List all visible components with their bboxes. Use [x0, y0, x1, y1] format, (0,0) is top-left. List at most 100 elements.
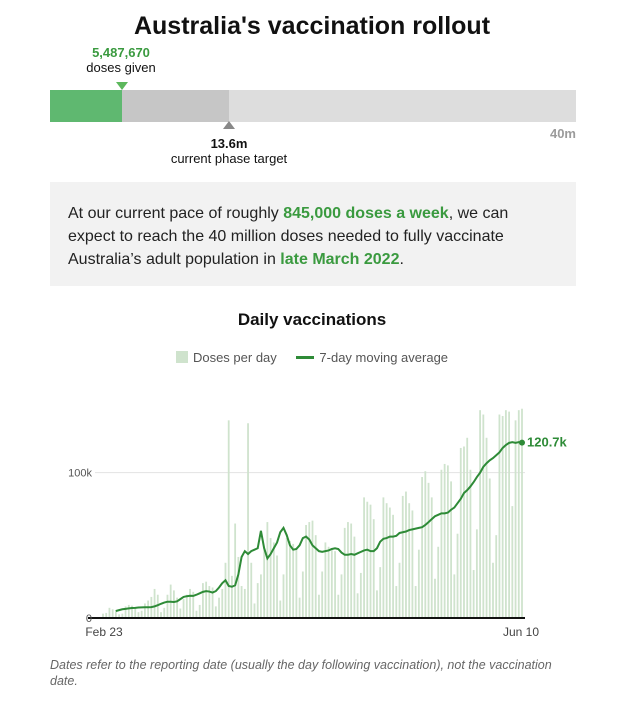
bar-doses-per-day: [108, 607, 111, 618]
bar-doses-per-day: [173, 590, 175, 618]
bar-doses-per-day: [469, 469, 472, 618]
footnote: Dates refer to the reporting date (usual…: [50, 658, 552, 688]
bar-doses-per-day: [437, 546, 440, 618]
bar-doses-per-day: [237, 556, 240, 618]
bar-doses-per-day: [121, 613, 124, 618]
bar-doses-per-day: [440, 469, 443, 618]
progress-bar: [50, 90, 576, 122]
phase-target-value: 13.6m: [210, 136, 248, 151]
page-title: Australia's vaccination rollout: [133, 12, 491, 40]
line-end-point: [519, 439, 525, 446]
bar-doses-per-day: [179, 608, 182, 618]
bar-doses-per-day: [376, 590, 378, 618]
bar-doses-per-day: [147, 600, 150, 618]
bar-doses-per-day: [163, 607, 166, 618]
bar-doses-per-day: [430, 497, 433, 618]
bar-doses-per-day: [495, 535, 498, 618]
legend-line-label: 7-day moving average: [319, 350, 449, 365]
pace-info-box: At our current pace of roughly 845,000 d…: [50, 182, 576, 286]
bar-doses-per-day: [185, 594, 188, 618]
bar-doses-per-day: [166, 594, 169, 618]
bar-doses-per-day: [372, 519, 375, 618]
bar-doses-per-day: [269, 538, 272, 618]
bar-doses-per-day: [153, 588, 156, 618]
bar-doses-per-day: [363, 497, 365, 618]
bar-doses-per-day: [385, 503, 388, 618]
bar-doses-per-day: [292, 543, 295, 618]
bar-doses-per-day: [189, 588, 191, 618]
bar-doses-per-day: [388, 507, 391, 618]
bar-doses-per-day: [405, 491, 407, 618]
bar-doses-per-day: [127, 604, 130, 618]
x-tick-label-end: Jun 10: [503, 625, 539, 639]
bar-doses-per-day: [453, 574, 456, 618]
bar-doses-per-day: [401, 495, 404, 618]
bar-doses-per-day: [182, 599, 185, 618]
progress-doses-given-fill: [50, 90, 123, 122]
bar-doses-per-day: [308, 522, 311, 618]
bar-doses-per-day: [475, 529, 478, 618]
legend-bar-swatch: [175, 351, 188, 363]
bar-doses-per-day: [318, 594, 320, 618]
bar-doses-per-day: [343, 527, 346, 618]
info-text-1: At our current pace of roughly: [68, 205, 284, 222]
y-tick-label-100k: 100k: [68, 468, 92, 480]
bar-doses-per-day: [398, 562, 401, 618]
legend-line-swatch: [296, 356, 315, 359]
bar-doses-per-day: [498, 414, 501, 618]
legend-item-bars: Doses per day: [175, 350, 277, 365]
info-rate: 845,000 doses a week: [283, 205, 449, 222]
bar-doses-per-day: [395, 586, 398, 618]
bar-doses-per-day: [482, 414, 485, 618]
legend-item-line: 7-day moving average: [296, 350, 448, 365]
bar-doses-per-day: [243, 588, 246, 618]
bar-doses-per-day: [414, 586, 417, 618]
bar-doses-per-day: [379, 567, 382, 618]
info-date: late March 2022: [280, 251, 400, 268]
bar-doses-per-day: [521, 408, 523, 618]
bar-doses-per-day: [504, 410, 507, 618]
bar-doses-per-day: [479, 410, 481, 618]
bar-doses-per-day: [446, 465, 449, 618]
bar-doses-per-day: [272, 542, 275, 618]
bar-doses-per-day: [514, 420, 517, 618]
bar-doses-per-day: [131, 605, 133, 618]
bar-doses-per-day: [321, 571, 324, 618]
bar-doses-per-day: [485, 437, 488, 618]
phase-target-label: current phase target: [170, 151, 288, 166]
bar-doses-per-day: [224, 562, 227, 618]
bar-doses-per-day: [501, 415, 504, 618]
line-7-day-average: [115, 441, 523, 612]
bar-doses-per-day: [330, 548, 333, 618]
bar-doses-per-day: [511, 506, 514, 618]
bar-doses-per-day: [314, 535, 317, 618]
bar-doses-per-day: [192, 591, 195, 618]
bar-doses-per-day: [340, 574, 343, 618]
bar-doses-per-day: [334, 551, 336, 618]
bar-doses-per-day: [134, 607, 137, 618]
bar-doses-per-day: [114, 610, 117, 618]
bar-doses-per-day: [434, 578, 436, 618]
bar-doses-per-day: [105, 612, 108, 618]
bar-doses-per-day: [463, 446, 465, 618]
bar-doses-per-day: [176, 597, 179, 618]
bar-doses-per-day: [137, 612, 140, 618]
bar-doses-per-day: [424, 471, 427, 618]
bar-doses-per-day: [472, 570, 475, 618]
bar-doses-per-day: [195, 610, 198, 618]
bar-doses-per-day: [382, 497, 385, 618]
bar-doses-per-day: [443, 463, 446, 618]
bar-doses-per-day: [156, 594, 159, 618]
bar-doses-per-day: [276, 555, 278, 618]
bar-doses-per-day: [289, 540, 291, 618]
bar-doses-per-day: [160, 612, 162, 618]
bar-doses-per-day: [337, 594, 340, 618]
bar-doses-per-day: [456, 533, 459, 618]
bar-doses-per-day: [301, 571, 304, 618]
bar-doses-per-day: [356, 593, 359, 618]
doses-given-label: doses given: [86, 60, 156, 75]
bar-doses-per-day: [427, 482, 430, 618]
info-text-2: , we can expect to reach the 40 million …: [68, 205, 509, 268]
bar-doses-per-day: [324, 542, 327, 618]
